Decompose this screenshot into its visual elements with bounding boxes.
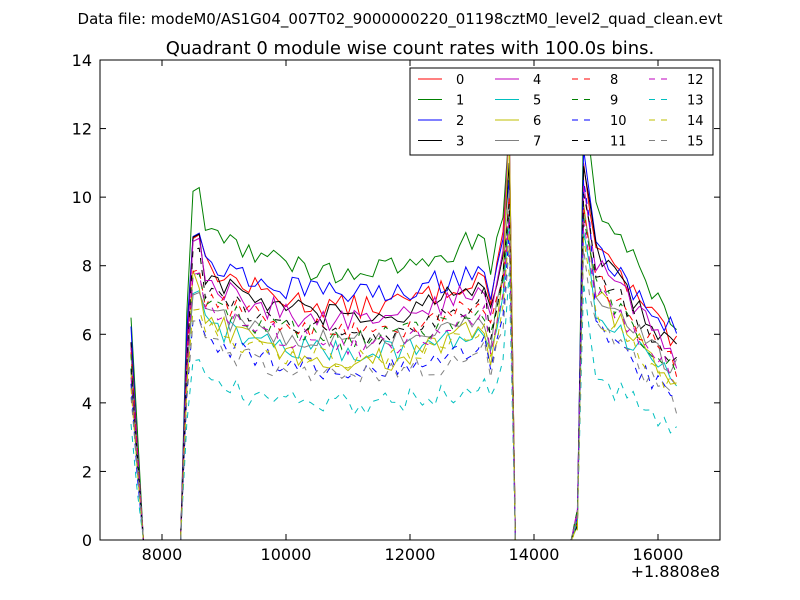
legend-label-8: 8	[610, 73, 618, 88]
legend-label-3: 3	[456, 135, 464, 150]
x-tick-label: 14000	[509, 545, 560, 564]
y-tick-label: 8	[82, 257, 92, 276]
y-tick-label: 6	[82, 325, 92, 344]
x-tick-label: 16000	[633, 545, 684, 564]
series-line-6	[130, 128, 677, 541]
legend-label-5: 5	[533, 94, 541, 109]
legend-label-10: 10	[610, 114, 627, 129]
y-tick-label: 2	[82, 462, 92, 481]
series-line-3	[130, 162, 677, 541]
legend-label-11: 11	[610, 135, 627, 150]
legend-label-13: 13	[687, 94, 704, 109]
series-line-13	[130, 272, 677, 541]
legend-label-12: 12	[687, 73, 704, 88]
y-tick-label: 10	[72, 188, 92, 207]
y-tick-label: 14	[72, 51, 92, 70]
series-line-11	[130, 193, 677, 541]
series-line-12	[130, 217, 677, 541]
chart-title: Quadrant 0 module wise count rates with …	[166, 38, 655, 59]
series-line-14	[130, 231, 678, 541]
series-line-1	[130, 111, 677, 541]
legend-label-2: 2	[456, 114, 464, 129]
legend-label-14: 14	[687, 114, 704, 129]
legend-label-4: 4	[533, 73, 541, 88]
x-tick-label: 8000	[142, 545, 183, 564]
y-tick-label: 0	[82, 531, 92, 550]
legend-label-15: 15	[687, 135, 704, 150]
x-offset-label: +1.8808e8	[631, 562, 720, 581]
legend-label-6: 6	[533, 114, 541, 129]
figure-suptitle: Data file: modeM0/AS1G04_007T02_90000002…	[78, 10, 723, 29]
series-line-8	[130, 197, 678, 541]
series-line-0	[130, 135, 678, 541]
legend-label-7: 7	[533, 135, 541, 150]
series-line-4	[130, 121, 678, 541]
legend-label-9: 9	[610, 94, 618, 109]
x-tick-label: 10000	[261, 545, 312, 564]
legend-label-0: 0	[456, 73, 464, 88]
plot-area	[130, 111, 678, 541]
y-tick-label: 4	[82, 394, 92, 413]
series-line-9	[130, 210, 678, 541]
legend-label-1: 1	[456, 94, 464, 109]
y-tick-label: 12	[72, 120, 92, 139]
series-line-15	[130, 245, 678, 541]
series-line-2	[130, 149, 678, 541]
x-tick-label: 12000	[385, 545, 436, 564]
